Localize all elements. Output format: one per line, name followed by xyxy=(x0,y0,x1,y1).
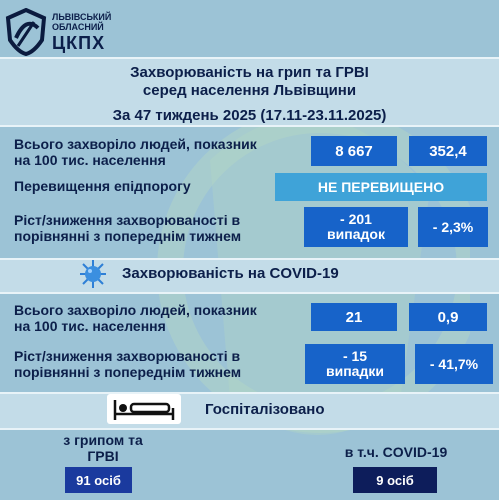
flu-change-label-line2: порівнянні з попереднім тижнем xyxy=(14,228,242,244)
covid-change-percent: - 41,7% xyxy=(415,344,493,384)
hospital-flu-label: з грипом та ГРВІ xyxy=(38,432,168,464)
flu-total-cases: 8 667 xyxy=(311,136,397,166)
flu-change-cases-value: - 201 xyxy=(340,211,372,227)
flu-total-label: Всього захворіло людей, показник на 100 … xyxy=(14,136,257,168)
covid-change-label-line1: Ріст/зниження захворюваності в xyxy=(14,348,241,364)
covid-change-cases: - 15 випадки xyxy=(305,344,405,384)
covid-change-cases-value: - 15 xyxy=(342,348,368,364)
covid-total-label-line2: на 100 тис. населення xyxy=(14,318,166,334)
flu-total-label-line1: Всього захворіло людей, показник xyxy=(14,136,257,152)
page-title: Захворюваність на грип та ГРВІ серед нас… xyxy=(0,64,499,100)
hospital-flu-value: 91 осіб xyxy=(65,467,132,493)
flu-change-label-line1: Ріст/зниження захворюваності в xyxy=(14,212,241,228)
covid-total-label-line1: Всього захворіло людей, показник xyxy=(14,302,257,318)
flu-rate: 352,4 xyxy=(409,136,487,166)
flu-change-cases: - 201 випадок xyxy=(304,207,408,247)
threshold-status-badge: НЕ ПЕРЕВИЩЕНО xyxy=(275,173,487,201)
threshold-label: Перевищення епідпорогу xyxy=(14,178,191,194)
logo-line2: ОБЛАСНИЙ xyxy=(52,22,104,32)
title-band xyxy=(0,57,499,127)
flu-change-cases-unit: випадок xyxy=(327,226,385,242)
flu-total-label-line2: на 100 тис. населення xyxy=(14,152,166,168)
hospital-covid-value: 9 осіб xyxy=(353,467,437,493)
logo-text: ЛЬВІВСЬКИЙ ОБЛАСНИЙ xyxy=(52,12,111,32)
covid-change-label: Ріст/зниження захворюваності в порівнянн… xyxy=(14,348,241,380)
title-line1: Захворюваність на грип та ГРВІ xyxy=(130,64,369,81)
covid-heading: Захворюваність на COVID-19 xyxy=(122,265,339,282)
bed-icon xyxy=(113,400,175,420)
flu-change-label: Ріст/зниження захворюваності в порівнянн… xyxy=(14,212,241,244)
logo-name: ЦКПХ xyxy=(52,33,106,53)
covid-total-label: Всього захворіло людей, показник на 100 … xyxy=(14,302,257,334)
title-line2: серед населення Львівщини xyxy=(142,82,357,99)
hospital-flu-label-line1: з грипом та xyxy=(63,432,143,448)
hospital-band xyxy=(0,392,499,430)
shield-logo-icon xyxy=(5,8,47,56)
week-label: За 47 тиждень 2025 (17.11-23.11.2025) xyxy=(112,107,387,124)
hospital-covid-label: в т.ч. COVID-19 xyxy=(344,444,448,460)
covid-change-cases-unit: випадки xyxy=(326,363,384,379)
hospital-flu-label-line2: ГРВІ xyxy=(87,448,119,464)
hospital-bed-icon xyxy=(107,394,181,424)
virus-icon xyxy=(80,260,106,288)
logo-line1: ЛЬВІВСЬКИЙ xyxy=(52,12,112,22)
covid-total-cases: 21 xyxy=(311,303,397,331)
covid-change-label-line2: порівнянні з попереднім тижнем xyxy=(14,364,242,380)
covid-rate: 0,9 xyxy=(409,303,487,331)
hospital-heading: Госпіталізовано xyxy=(205,401,325,418)
flu-change-percent: - 2,3% xyxy=(418,207,488,247)
